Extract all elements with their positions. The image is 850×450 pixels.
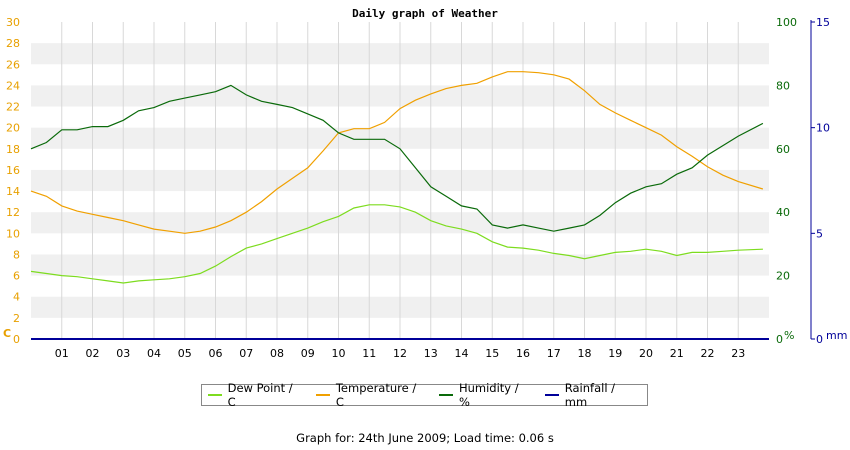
x-tick-label: 13: [424, 347, 438, 360]
legend-label: Dew Point / C: [227, 381, 293, 409]
x-tick-label: 20: [639, 347, 653, 360]
vertical-gridlines: [61, 22, 739, 339]
left-tick-label: 4: [13, 291, 20, 304]
series-line: [30, 71, 764, 234]
left-tick-label: 16: [6, 164, 20, 177]
humidity-tick-label: 20: [776, 270, 790, 283]
left-tick-label: 12: [6, 206, 20, 219]
chart-legend: Dew Point / C Temperature / C Humidity / %…: [201, 381, 648, 409]
left-tick-label: 24: [6, 79, 20, 92]
x-tick-label: 07: [239, 347, 253, 360]
legend-label: Rainfall / mm: [564, 381, 616, 409]
left-axis-unit: C: [3, 327, 11, 340]
right-axis-rainfall-ticks: 0 5 10 15: [811, 16, 830, 346]
x-tick-label: 21: [670, 347, 684, 360]
legend-label: Humidity / %: [458, 381, 519, 409]
graph-footer: Graph for: 24th June 2009; Load time: 0.…: [296, 431, 554, 445]
series-line: [30, 84, 764, 232]
x-tick-label: 16: [516, 347, 530, 360]
humidity-tick-label: 100: [776, 16, 797, 29]
legend-swatch: [208, 394, 222, 396]
x-tick-label: 11: [362, 347, 376, 360]
rainfall-tick-label: 15: [816, 16, 830, 29]
legend-swatch: [545, 394, 559, 396]
x-tick-label: 17: [547, 347, 561, 360]
x-tick-label: 04: [147, 347, 161, 360]
humidity-tick-label: 60: [776, 143, 790, 156]
legend-swatch: [316, 394, 330, 396]
chart-title: Daily graph of Weather: [352, 7, 498, 20]
left-tick-label: 2: [13, 312, 20, 325]
right-axis-humidity-ticks: 0 20 40 60 80 100: [776, 16, 797, 346]
rainfall-tick-label: 10: [816, 122, 830, 135]
x-tick-label: 05: [178, 347, 192, 360]
x-tick-label: 14: [455, 347, 469, 360]
humidity-tick-label: 40: [776, 206, 790, 219]
humidity-tick-label: 80: [776, 79, 790, 92]
left-tick-label: 8: [13, 248, 20, 261]
axis-lines: [31, 20, 812, 340]
x-tick-label: 23: [731, 347, 745, 360]
left-tick-label: 18: [6, 143, 20, 156]
legend-item: Rainfall / mm: [545, 381, 639, 409]
left-tick-label: 0: [13, 333, 20, 346]
left-tick-label: 14: [6, 185, 20, 198]
rainfall-tick-label: 0: [816, 333, 823, 346]
x-tick-label: 02: [86, 347, 100, 360]
legend-label: Temperature / C: [335, 381, 417, 409]
legend-item: Humidity / %: [439, 381, 531, 409]
left-tick-label: 6: [13, 270, 20, 283]
x-tick-label: 15: [485, 347, 499, 360]
x-tick-label: 09: [301, 347, 315, 360]
right-axis-rainfall-unit: mm: [826, 329, 847, 342]
x-tick-label: 19: [608, 347, 622, 360]
x-tick-label: 22: [701, 347, 715, 360]
left-tick-label: 22: [6, 101, 20, 114]
x-tick-label: 06: [209, 347, 223, 360]
x-tick-label: 01: [55, 347, 69, 360]
x-tick-label: 18: [578, 347, 592, 360]
x-tick-label: 03: [116, 347, 130, 360]
x-tick-label: 10: [332, 347, 346, 360]
legend-swatch: [439, 394, 453, 396]
rainfall-tick-label: 5: [816, 227, 823, 240]
x-tick-label: 12: [393, 347, 407, 360]
left-tick-label: 10: [6, 227, 20, 240]
legend-item: Temperature / C: [316, 381, 425, 409]
left-tick-label: 26: [6, 58, 20, 71]
humidity-tick-label: 0: [776, 333, 783, 346]
left-tick-label: 30: [6, 16, 20, 29]
right-axis-humidity-unit: %: [784, 329, 794, 342]
x-axis-ticks: 01 02 03 04 05 06 07 08 09 10 11 12 13 14 15 16 17 18 19 20…: [55, 347, 746, 360]
legend-item: Dew Point / C: [208, 381, 302, 409]
x-tick-label: 08: [270, 347, 284, 360]
left-tick-label: 20: [6, 122, 20, 135]
left-tick-label: 28: [6, 37, 20, 50]
series-line: [30, 204, 763, 284]
